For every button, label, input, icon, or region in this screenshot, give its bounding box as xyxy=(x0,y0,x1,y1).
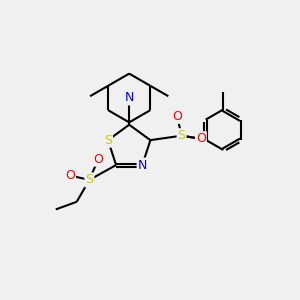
Text: S: S xyxy=(104,134,112,147)
Text: S: S xyxy=(178,129,186,142)
Text: S: S xyxy=(85,173,93,186)
Text: O: O xyxy=(93,153,103,166)
Text: O: O xyxy=(65,169,75,182)
Text: N: N xyxy=(138,159,147,172)
Text: O: O xyxy=(196,132,206,145)
Text: N: N xyxy=(124,92,134,104)
Text: O: O xyxy=(172,110,182,123)
